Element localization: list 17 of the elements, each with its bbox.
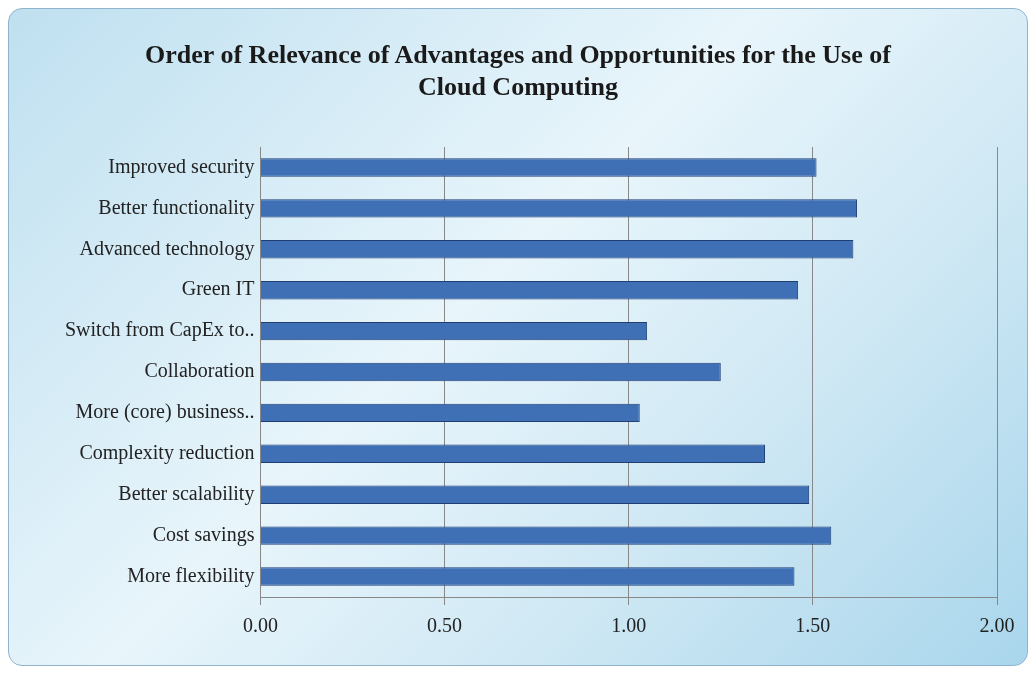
x-tick-label: 0.00	[242, 614, 278, 637]
y-tick-label: Switch from CapEx to..	[64, 318, 255, 342]
x-tick-label: 1.00	[611, 614, 647, 637]
y-tick-label: Advanced technology	[79, 236, 255, 260]
y-tick-label: Better functionality	[98, 195, 255, 219]
chart-title: Order of Relevance of Advantages and Opportunities for the Use of Cloud Computing	[144, 39, 893, 103]
x-tick-label: 0.50	[427, 614, 463, 637]
x-tick-label: 1.50	[795, 614, 831, 637]
x-tick-label: 2.00	[979, 614, 1015, 637]
y-tick-label: Improved security	[108, 154, 255, 178]
y-tick-label: Complexity reduction	[79, 441, 255, 465]
y-tick-label: Green IT	[181, 277, 255, 300]
y-tick-label: More (core) business..	[75, 400, 255, 424]
y-tick-label: Collaboration	[144, 359, 255, 382]
y-tick-label: More flexibility	[127, 563, 255, 587]
y-tick-label: Cost savings	[152, 522, 255, 546]
y-tick-label: Better scalability	[118, 481, 255, 505]
